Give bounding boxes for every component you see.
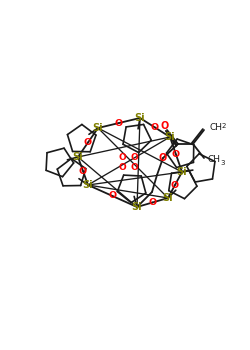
Text: O: O: [148, 198, 156, 207]
Text: O: O: [171, 181, 179, 189]
Text: O: O: [118, 162, 126, 172]
Text: 2: 2: [222, 123, 226, 129]
Text: Si: Si: [163, 193, 173, 203]
Text: Si: Si: [135, 113, 145, 123]
Text: Si: Si: [93, 123, 103, 133]
Text: Si: Si: [177, 167, 187, 177]
Text: Si: Si: [132, 202, 142, 212]
Text: Si: Si: [73, 152, 83, 162]
Text: O: O: [161, 121, 169, 131]
Text: CH: CH: [210, 124, 223, 133]
Text: O: O: [172, 150, 180, 159]
Text: O: O: [84, 138, 92, 147]
Text: O: O: [115, 119, 123, 127]
Text: O: O: [118, 153, 126, 161]
Text: O: O: [79, 167, 87, 175]
Text: Si: Si: [83, 180, 93, 190]
Text: O: O: [130, 153, 138, 161]
Text: CH: CH: [208, 155, 221, 164]
Text: O: O: [108, 191, 116, 201]
Text: Si: Si: [165, 132, 175, 142]
Text: O: O: [130, 162, 138, 172]
Text: O: O: [159, 153, 167, 163]
Text: 3: 3: [220, 160, 224, 166]
Text: O: O: [151, 123, 159, 132]
